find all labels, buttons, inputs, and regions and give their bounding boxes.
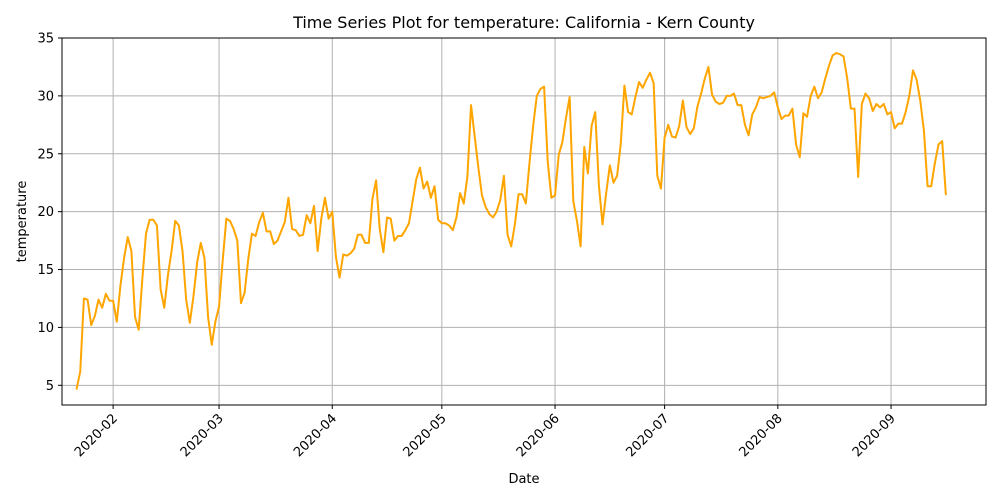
x-tick-label: 2020-09: [850, 411, 899, 460]
y-tick-label: 10: [37, 321, 54, 336]
y-tick-label: 20: [37, 205, 54, 220]
x-tick-label: 2020-07: [623, 411, 672, 460]
x-tick-label: 2020-03: [178, 411, 227, 460]
grid-lines: [62, 37, 986, 405]
y-tick-label: 25: [37, 147, 54, 162]
x-axis-title: Date: [508, 472, 539, 487]
series-line-temperature: [75, 52, 947, 390]
y-axis-title: temperature: [15, 181, 30, 263]
x-tick-label: 2020-06: [514, 411, 563, 460]
x-tick-label: 2020-08: [737, 411, 786, 460]
y-axis: 5 10 15 20 25 30 35: [37, 32, 62, 394]
y-tick-label: 5: [46, 379, 54, 394]
plot-area-frame: [61, 37, 987, 406]
series-layer: [75, 52, 947, 390]
y-tick-label: 35: [37, 32, 54, 47]
x-tick-label: 2020-04: [291, 411, 340, 460]
y-tick-label: 15: [37, 263, 54, 278]
chart-title: Time Series Plot for temperature: Califo…: [292, 13, 755, 32]
x-tick-label: 2020-02: [72, 411, 121, 460]
y-tick-label: 30: [37, 89, 54, 104]
x-axis: 2020-02 2020-03 2020-04 2020-05 2020-06 2020-…: [72, 405, 899, 460]
x-tick-label: 2020-05: [401, 411, 450, 460]
